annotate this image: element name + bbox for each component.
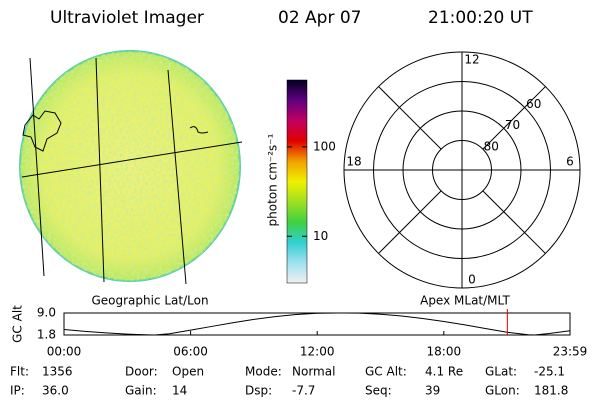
- polar-spoke: [482, 190, 546, 254]
- info-label: IP:: [10, 384, 25, 398]
- footer: Flt: 1356 Door: Open Mode: Normal GC Alt: 4.1 R…: [10, 365, 568, 398]
- altitude-line: [63, 312, 571, 336]
- mlt-label: 18: [346, 155, 361, 169]
- lat-label: 60: [526, 97, 541, 111]
- y-tick-label: 9.0: [37, 306, 56, 320]
- polar-label: Apex MLat/MLT: [420, 294, 510, 308]
- x-tick-label: 23:59: [553, 345, 588, 359]
- colorbar: 10 100: [286, 79, 336, 284]
- info-value: 14: [172, 384, 187, 398]
- info-label: Mode:: [245, 365, 282, 379]
- colorbar-tick-label: 100: [313, 139, 336, 153]
- polar-spoke: [378, 86, 442, 150]
- lat-label: 70: [505, 118, 520, 132]
- colorbar-tick-label: 10: [313, 229, 328, 243]
- info-value: 4.1 Re: [425, 365, 463, 379]
- geo-image: [19, 50, 243, 285]
- date: 02 Apr 07: [278, 8, 361, 28]
- info-label: Gain:: [125, 384, 157, 398]
- time: 21:00:20 UT: [428, 8, 533, 28]
- altitude-plot: 9.0 1.8 00:00 06:00 12:00 18:00 23:59: [37, 306, 587, 359]
- polar-spoke: [378, 190, 442, 254]
- x-tick-label: 06:00: [173, 345, 208, 359]
- mlt-label: 12: [464, 53, 479, 67]
- geo-label: Geographic Lat/Lon: [91, 294, 208, 308]
- y-axis-label: GC Alt: [11, 305, 25, 343]
- info-value: 1356: [42, 365, 73, 379]
- info-value: 36.0: [42, 384, 69, 398]
- info-value: -7.7: [292, 384, 315, 398]
- info-label: Seq:: [365, 384, 392, 398]
- mlt-label: 0: [468, 273, 476, 287]
- lat-label: 80: [484, 139, 499, 153]
- info-label: Flt:: [10, 365, 29, 379]
- info-label: GLon:: [485, 384, 520, 398]
- colorbar-unit: photon cm⁻²s⁻¹: [266, 133, 280, 226]
- info-label: GLat:: [485, 365, 517, 379]
- instrument: Ultraviolet Imager: [50, 8, 204, 28]
- info-value: 181.8: [534, 384, 568, 398]
- info-value: Open: [172, 365, 204, 379]
- info-value: -25.1: [534, 365, 565, 379]
- info-value: 39: [425, 384, 440, 398]
- info-label: Door:: [125, 365, 158, 379]
- x-tick-label: 00:00: [47, 345, 82, 359]
- info-label: Dsp:: [245, 384, 272, 398]
- mlt-label: 6: [566, 155, 574, 169]
- y-tick-label: 1.8: [37, 328, 56, 342]
- polar-spoke: [482, 86, 546, 150]
- x-tick-label: 12:00: [300, 345, 335, 359]
- x-tick-label: 18:00: [427, 345, 462, 359]
- info-value: Normal: [292, 365, 335, 379]
- info-label: GC Alt:: [365, 365, 407, 379]
